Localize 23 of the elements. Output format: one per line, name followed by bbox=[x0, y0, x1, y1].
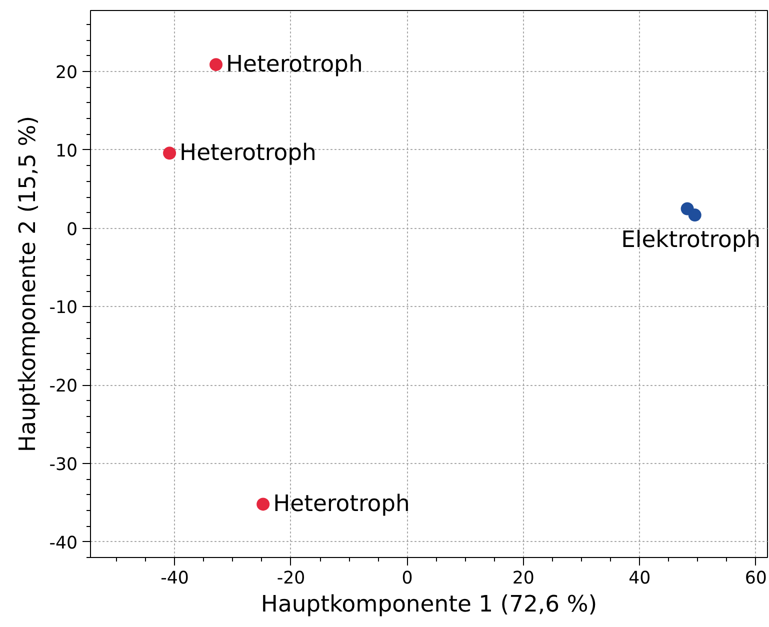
y-tick-label: -40 bbox=[49, 533, 78, 554]
y-tick-label: -10 bbox=[49, 298, 78, 318]
x-tick-label: -20 bbox=[276, 568, 306, 588]
annotation: Elektrotroph bbox=[621, 227, 761, 254]
x-tick-label: 0 bbox=[402, 568, 413, 588]
point bbox=[688, 208, 702, 222]
x-tick-label: -40 bbox=[160, 568, 189, 588]
point bbox=[210, 58, 223, 72]
annotation: Heterotroph bbox=[273, 491, 410, 518]
point bbox=[256, 498, 270, 511]
y-axis-title: Hauptkomponente 2 (15,5 %) bbox=[15, 116, 42, 452]
x-axis-title: Hauptkomponente 1 (72,6 %) bbox=[260, 592, 598, 618]
annotation: Heterotroph bbox=[226, 52, 363, 78]
x-tick-label: 60 bbox=[744, 568, 767, 588]
x-tick-label: 40 bbox=[628, 568, 651, 588]
y-tick-label: 20 bbox=[55, 63, 78, 84]
x-tick-label: 20 bbox=[512, 568, 534, 588]
point bbox=[163, 146, 176, 160]
y-tick-label: -20 bbox=[49, 376, 78, 397]
annotation: Heterotroph bbox=[180, 140, 316, 166]
y-tick-label: 10 bbox=[55, 141, 78, 162]
y-tick-label: -30 bbox=[49, 454, 78, 475]
y-tick-label: 0 bbox=[66, 220, 78, 240]
